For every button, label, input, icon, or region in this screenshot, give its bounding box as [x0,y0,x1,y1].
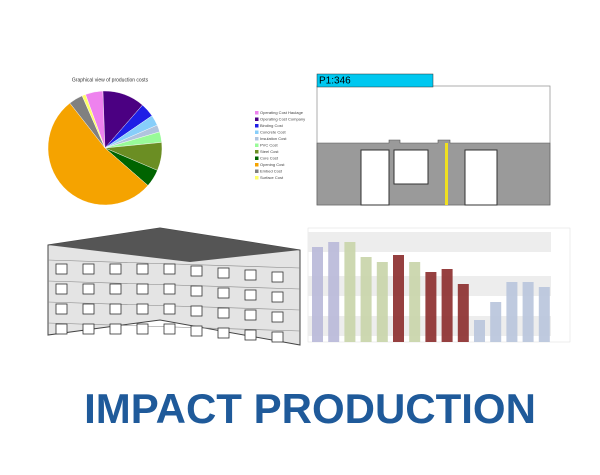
legend-swatch [255,176,259,180]
bar [393,255,404,342]
legend-swatch [255,124,259,128]
window [271,311,284,323]
legend-swatch [255,117,259,121]
legend-label: PVC Cost [260,143,278,148]
pie-slice [81,94,106,149]
legend-swatch [255,137,259,141]
legend-label: Operating Cost Haulage [260,110,304,115]
bar [441,269,453,342]
floors [47,259,301,343]
joint [445,143,448,205]
legend-label: Embed Cost [260,169,283,174]
window [136,323,149,335]
building [47,227,301,346]
window [163,323,176,335]
bar [522,282,534,342]
window [163,303,176,315]
legend-label: Steel Cost [260,149,279,154]
bar-chart [307,227,571,343]
window [244,269,257,281]
bar [409,262,421,342]
legend-label: Binding Cost [260,123,284,128]
window [244,329,257,341]
window [82,323,95,335]
wall-drawing: P1:346 [316,73,551,206]
legend-swatch [255,163,259,167]
legend-swatch [255,111,259,115]
bar [490,302,502,342]
window [109,263,122,275]
legend-label: Insulation Cost [260,136,287,141]
legend-swatch [255,143,259,147]
window [190,305,203,317]
window [136,303,149,315]
legend-swatch [255,169,259,173]
window [190,265,203,277]
window [136,263,149,275]
window [190,325,203,337]
window [55,303,68,315]
window [55,323,68,335]
legend-label: Surface Cost [260,175,284,180]
window [271,271,284,283]
legend: Operating Cost Haulage Operating Cost Com… [255,110,305,180]
window [271,291,284,303]
window [82,263,95,275]
legend-label: Concrete Cost [260,130,286,135]
window [244,289,257,301]
bar [425,272,437,342]
window [163,283,176,295]
window [136,283,149,295]
bar [457,284,469,342]
bar [376,262,388,342]
window [217,287,230,299]
bar [360,257,372,342]
window [55,263,68,275]
window [82,283,95,295]
window [271,331,284,343]
pie-title: Graphical view of production costs [72,77,149,83]
bar [506,282,518,342]
roof [48,228,300,262]
bar [344,242,356,342]
window [393,149,429,185]
window [109,303,122,315]
band [308,232,551,252]
window [217,327,230,339]
drawing-label: P1:346 [319,76,351,87]
door [464,149,498,206]
window [109,323,122,335]
window [190,285,203,297]
bar [538,287,550,342]
window [163,263,176,275]
bar [312,247,323,342]
legend-swatch [255,130,259,134]
pie-slice [47,102,149,206]
door [360,149,390,206]
pie-chart [47,90,163,206]
window [109,283,122,295]
window [217,307,230,319]
legend-label: Core Cost [260,156,279,161]
window [244,309,257,321]
window [217,267,230,279]
product-title: IMPACT PRODUCTION [84,385,536,432]
legend-label: Operating Cost Company [260,117,305,122]
bar [328,242,340,342]
window [55,283,68,295]
wall [316,139,551,206]
bar [474,320,485,342]
legend-label: Opening Cost [260,162,285,167]
label-box [316,73,434,88]
legend-swatch [255,150,259,154]
window [82,303,95,315]
legend-swatch [255,156,259,160]
